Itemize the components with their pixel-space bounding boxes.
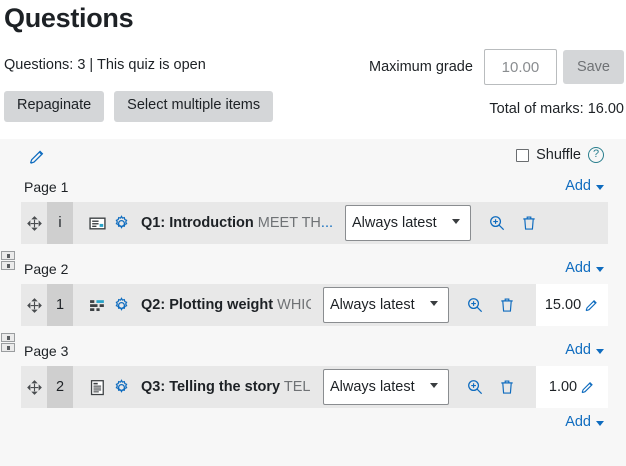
question-ellipsis-1: ... [320,215,334,231]
gear-icon-1[interactable] [113,214,130,232]
delete-question-icon-2[interactable] [498,296,516,314]
question-title-3: Q3: Telling the story [141,379,281,395]
question-title-2: Q2: Plotting weight [141,297,274,313]
save-button[interactable]: Save [562,50,624,84]
edit-marks-pencil-icon-3[interactable] [580,380,595,395]
shuffle-help-icon[interactable]: ? [588,147,604,163]
select-multiple-items-button[interactable]: Select multiple items [114,91,274,122]
gear-icon-3[interactable] [113,378,130,396]
chevron-down-icon [596,348,604,354]
preview-question-icon-3[interactable] [466,378,484,396]
edit-quiz-name-pencil-icon[interactable] [28,148,46,166]
marks-box-3[interactable]: 1.00 [536,366,608,408]
chevron-down-icon [596,266,604,272]
add-link-label-1: Add [565,178,591,194]
delete-question-icon-3[interactable] [498,378,516,396]
chevron-down-icon [596,420,604,426]
shuffle-label: Shuffle [536,147,581,163]
marks-value-2: 15.00 [544,297,582,313]
add-link-page-1[interactable]: Add [565,178,604,194]
question-title-1: Q1: Introduction [141,215,254,231]
essay-icon [89,379,106,396]
question-number-1: i [47,202,73,244]
page-label-2: Page 2 [24,261,69,277]
question-text-3[interactable]: Q3: Telling the story TEL... [141,379,311,395]
version-select-1[interactable] [345,205,472,241]
delete-question-icon-1[interactable] [520,214,538,232]
question-ellipsis-3: ... [310,379,311,395]
version-select-wrap-1 [339,205,472,241]
question-text-2[interactable]: Q2: Plotting weight WHIC... [141,297,311,313]
add-link-page-2[interactable]: Add [565,260,604,276]
question-number-2: 1 [47,284,73,326]
row-spacer [0,326,626,339]
add-link-label-footer: Add [565,414,591,430]
add-link-page-3[interactable]: Add [565,342,604,358]
page-label-1: Page 1 [24,179,69,195]
shuffle-checkbox[interactable] [516,148,530,162]
drag-handle-1[interactable] [21,215,47,231]
maximum-grade-group: Maximum grade Save [369,49,624,85]
add-link-label-2: Add [565,260,591,276]
version-select-2[interactable] [323,287,449,323]
maximum-grade-label: Maximum grade [368,59,473,75]
version-select-wrap-3 [317,369,449,405]
questions-panel: Shuffle ? Page 1 Add i [0,139,626,466]
drag-handle-2[interactable] [21,297,47,313]
page-header-2: Page 2 Add [0,251,626,284]
question-text-1[interactable]: Q1: Introduction MEET TH... [141,215,333,231]
repaginate-button[interactable]: Repaginate [4,91,105,122]
page-break-toggle-1[interactable] [1,251,15,271]
question-number-3: 2 [47,366,73,408]
footer-add-row: Add [0,408,626,434]
edit-marks-pencil-icon-2[interactable] [584,298,599,313]
action-button-row: Repaginate Select multiple items [4,91,274,122]
add-link-footer[interactable]: Add [565,414,604,430]
page-title: Questions [4,3,134,33]
question-preview-1: MEET TH [257,215,321,231]
total-marks-label: Total of marks: 16.00 [489,101,624,117]
maximum-grade-input[interactable] [483,49,557,85]
gear-icon-2[interactable] [113,296,130,314]
version-select-wrap-2 [317,287,449,323]
preview-question-icon-1[interactable] [488,214,506,232]
drag-handle-3[interactable] [21,379,47,395]
question-row-3: 2 Q3: Telling the story T [21,366,608,408]
page-header-1: Page 1 Add [0,175,626,202]
shuffle-group: Shuffle ? [516,147,604,163]
question-preview-2: WHIC [277,297,311,313]
question-row-2: 1 Q2: Plotting weight WHI [21,284,608,326]
page-header-3: Page 3 Add [0,333,626,366]
row-spacer [0,244,626,257]
quiz-summary: Questions: 3 | This quiz is open [4,57,206,73]
question-preview-3: TEL [283,379,311,395]
marks-value-3: 1.00 [548,379,578,395]
chevron-down-icon [596,184,604,190]
version-select-3[interactable] [323,369,449,405]
page-label-3: Page 3 [24,343,69,359]
description-icon [89,215,106,232]
marks-box-2[interactable]: 15.00 [536,284,608,326]
question-row-1: i Q1: Introduction MEET TH... [21,202,608,244]
page-break-toggle-2[interactable] [1,333,15,353]
preview-question-icon-2[interactable] [466,296,484,314]
panel-toolbar: Shuffle ? [0,139,626,175]
add-link-label-3: Add [565,342,591,358]
matching-icon [89,297,106,314]
